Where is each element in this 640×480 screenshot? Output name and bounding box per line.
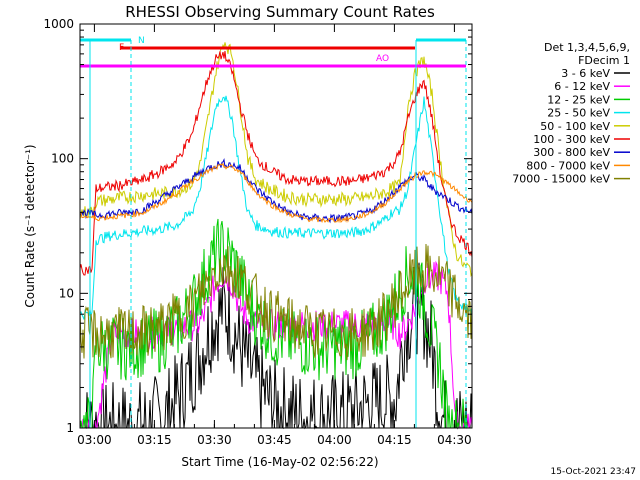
legend-entry-label: 300 - 800 keV xyxy=(533,146,610,159)
x-tick-label: 04:15 xyxy=(377,433,412,447)
x-tick-label: 03:30 xyxy=(197,433,232,447)
legend-header: FDecim 1 xyxy=(578,54,630,67)
annotation-f: F xyxy=(119,43,124,53)
y-tick-label: 100 xyxy=(51,152,74,166)
series-line-7 xyxy=(79,158,473,224)
series-line-3 xyxy=(79,218,472,429)
x-tick-label: 04:30 xyxy=(437,433,472,447)
legend-entry-label: 7000 - 15000 keV xyxy=(512,173,610,186)
legend-entry-label: 50 - 100 keV xyxy=(540,120,610,133)
series-line-8 xyxy=(79,162,473,224)
legend-header: Det 1,3,4,5,6,9, xyxy=(544,41,630,54)
plot-lines xyxy=(79,42,473,430)
x-tick-label: 03:00 xyxy=(77,433,112,447)
plot-frame xyxy=(79,23,473,429)
y-axis-label: Count Rate (s⁻¹ detector⁻¹) xyxy=(23,144,37,307)
y-tick-label: 10 xyxy=(59,286,74,300)
series-line-1 xyxy=(79,262,473,430)
series-line-6 xyxy=(79,50,473,276)
legend-entry-label: 800 - 7000 keV xyxy=(526,159,610,172)
footer-date: 15-Oct-2021 23:47 xyxy=(551,467,636,477)
legend-entry-label: 25 - 50 keV xyxy=(547,107,610,120)
series-line-4 xyxy=(79,95,473,320)
series-line-9 xyxy=(79,243,473,361)
y-ticks: 1 10 100 1000 xyxy=(43,17,472,435)
legend-entry-label: 100 - 300 keV xyxy=(533,133,610,146)
legend-entry-label: 12 - 25 keV xyxy=(547,93,610,106)
annotation-ao: AO xyxy=(376,54,389,64)
overlay-bars xyxy=(80,38,467,428)
chart-title: RHESSI Observing Summary Count Rates xyxy=(125,3,435,21)
x-tick-label: 03:15 xyxy=(137,433,172,447)
legend-entry-label: 3 - 6 keV xyxy=(561,67,610,80)
x-ticks: 03:00 03:15 03:30 03:45 04:00 04:15 04:30 xyxy=(77,24,472,447)
x-tick-label: 04:00 xyxy=(317,433,352,447)
y-tick-label: 1 xyxy=(66,421,74,435)
x-tick-label: 03:45 xyxy=(257,433,292,447)
legend-entry-label: 6 - 12 keV xyxy=(554,80,610,93)
series-line-5 xyxy=(79,42,473,278)
x-axis-label: Start Time (16-May-02 02:56:22) xyxy=(181,455,378,469)
annotation-n: N xyxy=(138,36,145,46)
y-tick-label: 1000 xyxy=(43,17,74,31)
